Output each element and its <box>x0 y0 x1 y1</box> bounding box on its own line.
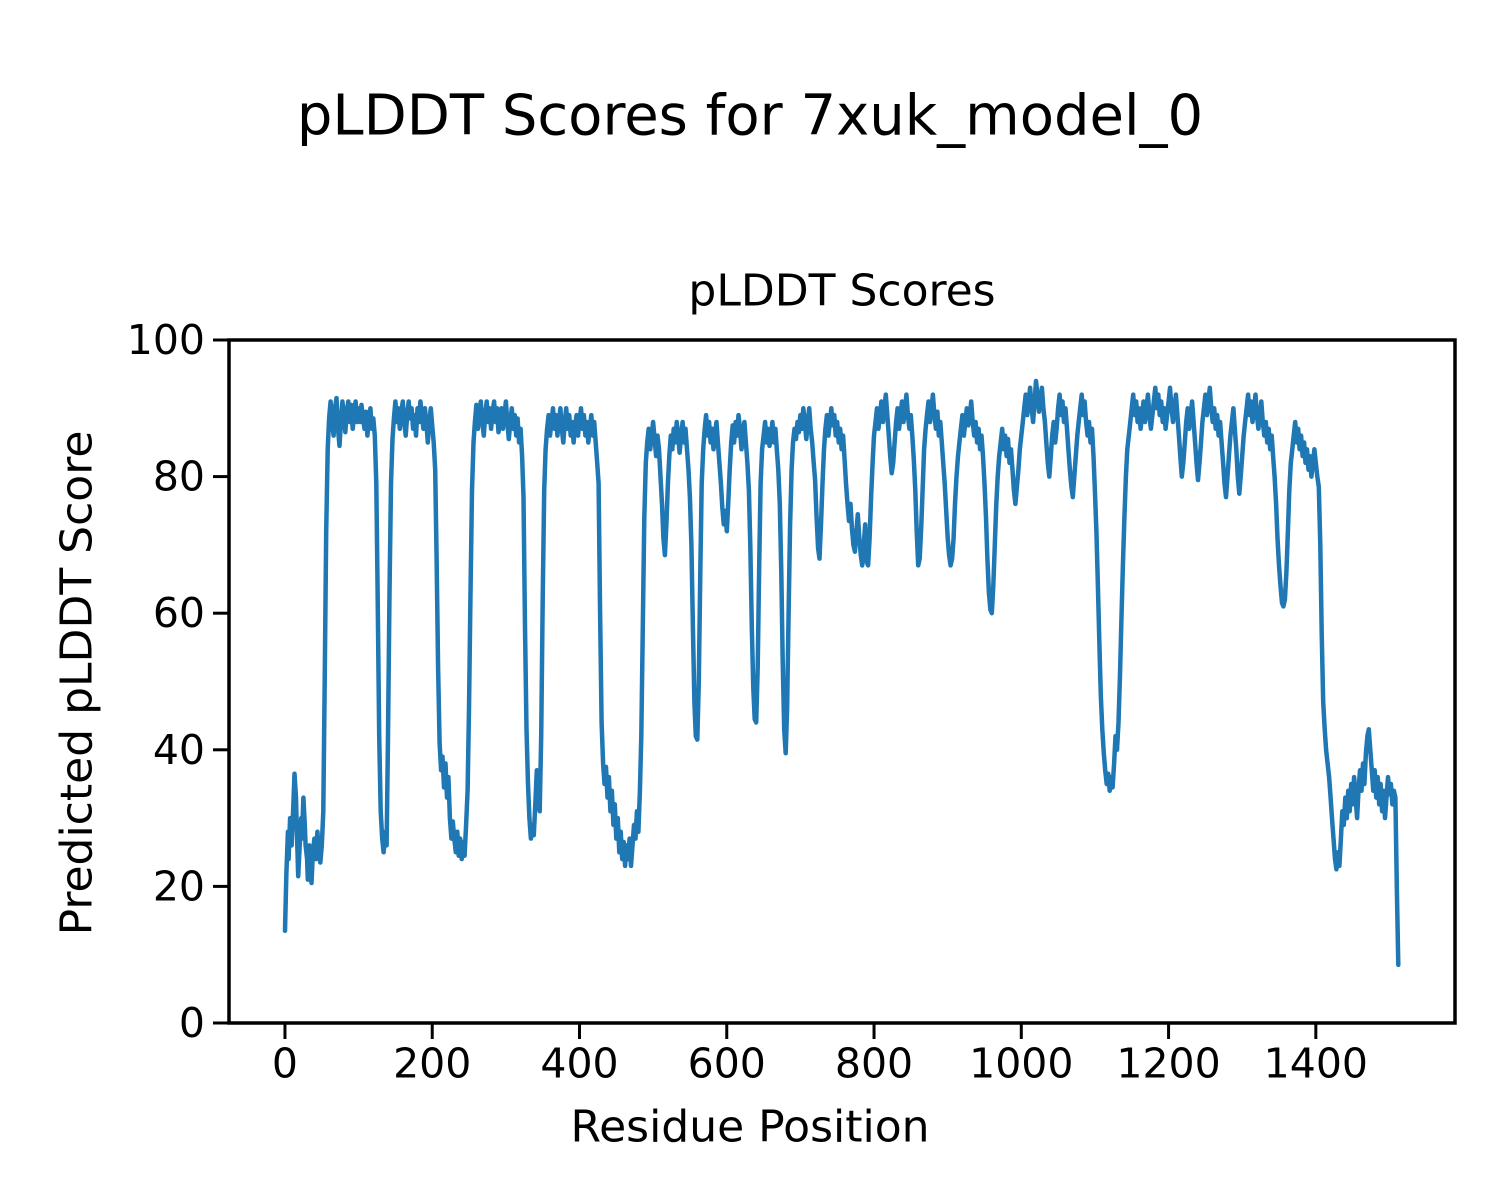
y-tick-label: 60 <box>153 589 205 637</box>
x-tick-label: 0 <box>272 1039 298 1087</box>
x-tick-label: 1200 <box>1116 1039 1220 1087</box>
plddt-series-line <box>282 378 1401 968</box>
x-ticks-group: 0 200 400 600 800 1000 1200 1400 <box>272 1023 1368 1087</box>
y-tick-label: 40 <box>153 726 205 774</box>
y-tick-label: 0 <box>179 999 205 1047</box>
axes-title: pLDDT Scores <box>688 265 996 317</box>
x-tick-label: 600 <box>688 1039 766 1087</box>
axes-spines <box>227 338 1457 1025</box>
x-tick-label: 200 <box>393 1039 471 1087</box>
y-tick-label: 100 <box>127 316 205 364</box>
x-tick-label: 1000 <box>969 1039 1073 1087</box>
x-axis-label: Residue Position <box>570 1101 930 1153</box>
x-tick-label: 800 <box>835 1039 913 1087</box>
y-tick-label: 80 <box>153 453 205 501</box>
x-tick-label: 400 <box>540 1039 618 1087</box>
x-tick-label: 1400 <box>1264 1039 1368 1087</box>
y-ticks-group: 0 20 40 60 80 100 <box>127 316 229 1047</box>
y-tick-label: 20 <box>153 862 205 910</box>
figure-title: pLDDT Scores for 7xuk_model_0 <box>296 83 1204 149</box>
